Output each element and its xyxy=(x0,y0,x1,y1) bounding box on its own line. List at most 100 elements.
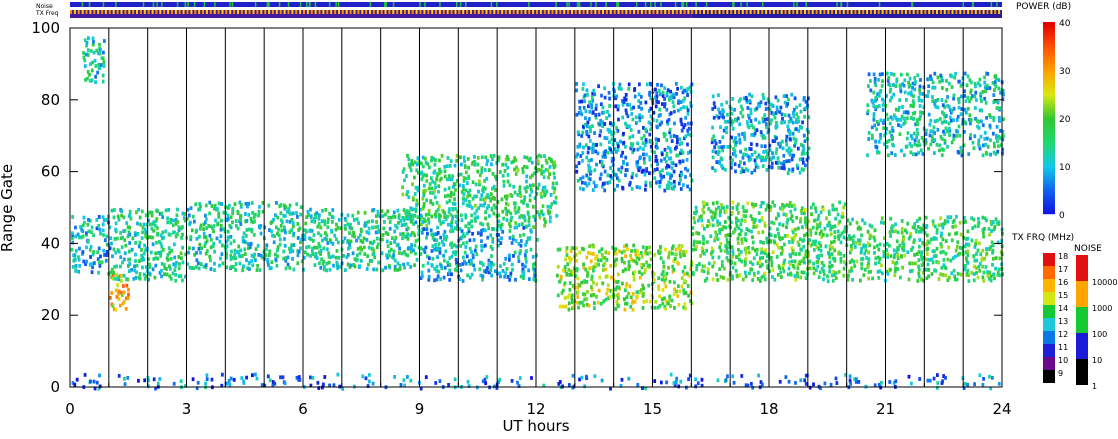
echo-cell xyxy=(733,151,736,155)
echo-cell xyxy=(588,100,592,105)
echo-cell xyxy=(628,182,631,187)
echo-cell xyxy=(800,270,804,275)
echo-cell xyxy=(416,188,420,193)
echo-cell xyxy=(701,264,705,269)
echo-cell xyxy=(796,262,800,267)
echo-cell xyxy=(81,234,85,239)
echo-cell xyxy=(578,106,582,110)
echo-cell xyxy=(471,255,475,260)
echo-cell xyxy=(591,124,594,128)
echo-cell xyxy=(81,250,85,254)
echo-cell xyxy=(778,144,782,149)
echo-cell xyxy=(459,268,463,273)
echo-cell xyxy=(867,270,871,274)
noise-mark xyxy=(796,2,798,7)
echo-cell xyxy=(667,255,670,260)
echo-cell xyxy=(920,253,923,258)
noise-mark xyxy=(911,2,914,7)
echo-cell xyxy=(931,95,934,99)
echo-cell xyxy=(910,136,914,141)
echo-cell xyxy=(238,261,242,266)
echo-cell xyxy=(764,158,768,162)
echo-cell xyxy=(112,270,115,275)
echo-cell xyxy=(877,122,880,126)
echo-cell xyxy=(448,271,452,275)
echo-cell xyxy=(252,233,256,237)
echo-cell xyxy=(77,257,81,262)
echo-cell xyxy=(624,97,628,102)
echo-cell xyxy=(921,92,925,96)
echo-cell xyxy=(795,120,798,124)
txfreq-dash xyxy=(706,10,709,14)
echo-cell xyxy=(365,230,369,234)
echo-cell xyxy=(239,222,243,226)
echo-cell xyxy=(805,225,808,229)
echo-cell xyxy=(478,179,481,184)
txfreq-dash xyxy=(353,10,356,14)
echo-cell xyxy=(895,249,899,254)
echo-cell xyxy=(939,242,943,246)
txfreq-dash xyxy=(252,10,255,14)
echo-cell xyxy=(381,233,385,237)
echo-cell xyxy=(659,113,662,117)
echo-cell xyxy=(456,209,459,214)
echo-cell xyxy=(775,109,779,114)
echo-cell xyxy=(104,258,108,263)
echo-cell xyxy=(965,83,969,88)
echo-cell xyxy=(543,190,546,195)
echo-cell xyxy=(386,255,389,260)
echo-cell xyxy=(627,82,631,87)
echo-cell xyxy=(757,120,761,125)
echo-cell xyxy=(702,210,706,215)
echo-cell xyxy=(820,234,824,239)
echo-cell xyxy=(154,251,158,256)
echo-cell xyxy=(890,126,894,130)
echo-cell xyxy=(774,160,778,165)
txfreq-dash xyxy=(485,10,488,14)
echo-cell xyxy=(110,208,114,213)
echo-cell xyxy=(631,307,635,312)
echo-cell xyxy=(985,83,989,88)
echo-cell xyxy=(731,120,735,124)
echo-cell xyxy=(742,169,746,174)
echo-cell xyxy=(673,306,676,310)
echo-cell xyxy=(588,177,592,181)
echo-cell xyxy=(592,265,596,270)
echo-cell xyxy=(785,159,789,164)
echo-cell xyxy=(532,225,535,229)
echo-cell xyxy=(191,377,195,382)
echo-cell xyxy=(362,245,366,250)
echo-cell xyxy=(406,232,410,237)
txfreq-dash xyxy=(477,10,480,14)
echo-cell xyxy=(184,384,187,388)
echo-cell xyxy=(732,147,735,151)
echo-cell xyxy=(724,249,727,254)
echo-cell xyxy=(679,151,682,155)
echo-cell xyxy=(771,139,775,143)
echo-cell xyxy=(965,250,968,255)
echo-cell xyxy=(137,378,140,383)
echo-cell xyxy=(825,216,828,221)
echo-cell xyxy=(195,236,199,241)
echo-cell xyxy=(84,262,87,266)
echo-cell xyxy=(423,156,427,161)
echo-cell xyxy=(703,264,707,269)
echo-cell xyxy=(817,254,821,258)
echo-cell xyxy=(917,267,921,272)
echo-cell xyxy=(671,244,675,249)
echo-cell xyxy=(102,60,106,64)
echo-cell xyxy=(712,134,716,139)
echo-cell xyxy=(718,245,722,250)
noise-mark xyxy=(456,2,458,7)
echo-cell xyxy=(356,210,360,215)
echo-cell xyxy=(758,279,762,283)
echo-cell xyxy=(738,137,742,142)
echo-cell xyxy=(585,132,589,137)
echo-cell xyxy=(843,225,847,230)
echo-cell xyxy=(239,218,243,222)
echo-cell xyxy=(594,103,598,108)
echo-cell xyxy=(292,267,296,272)
echo-cell xyxy=(661,288,665,292)
echo-cell xyxy=(526,236,530,241)
echo-cell xyxy=(748,155,751,160)
